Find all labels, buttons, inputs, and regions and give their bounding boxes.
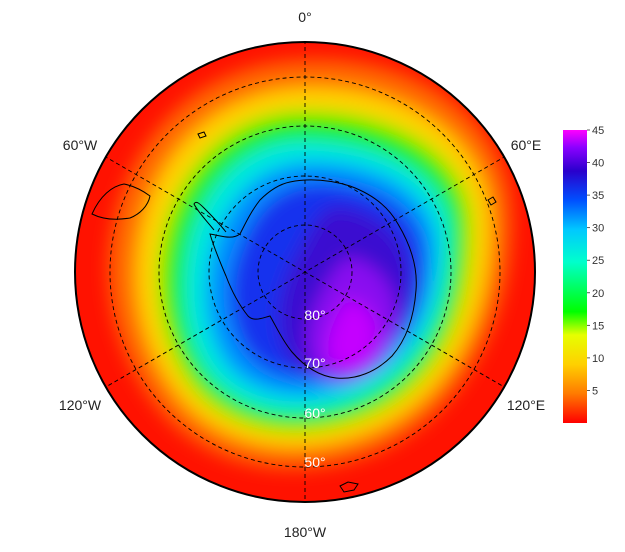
lon-label-120e: 120°E [507,397,545,413]
antarctic-peninsula [193,201,227,233]
lon-label-60e: 60°E [511,137,542,153]
lat-label-70: 70° [304,355,325,371]
colorbar-tick-label: 35 [592,190,604,202]
lat-label-50: 50° [304,454,325,470]
graticule [103,42,507,502]
lon-label-0: 0° [298,9,311,25]
colorbar-tick-label: 20 [592,288,604,300]
island-south-georgia [197,131,207,139]
lat-label-80: 80° [304,307,325,323]
colorbar-tick-label: 25 [592,255,604,267]
coastlines [91,131,497,493]
colorbar: 5 10 15 20 25 30 35 40 45 [563,125,604,423]
colorbar-tick-label: 45 [592,125,604,137]
lat-label-60: 60° [304,405,325,421]
lon-label-120w: 120°W [59,397,102,413]
lon-label-60w: 60°W [63,137,98,153]
map-boundary [74,41,536,503]
colorbar-tick-label: 30 [592,223,604,235]
south-america-tip [91,183,151,220]
colorbar-tick-label: 15 [592,320,604,332]
colorbar-tick-label: 40 [592,158,604,170]
colorbar-ticks: 5 10 15 20 25 30 35 40 45 [587,125,604,397]
lon-label-180w: 180°W [284,524,327,540]
colorbar-tick-label: 5 [592,385,598,397]
meridian-60e-120w [103,155,507,389]
field-magenta [327,299,377,370]
lat-circle-80 [257,224,353,320]
colorbar-gradient [563,130,587,423]
island-right [487,196,497,206]
colorbar-tick-label: 10 [592,353,604,365]
antarctica-coastline [209,179,417,379]
island-bottom [339,481,359,493]
